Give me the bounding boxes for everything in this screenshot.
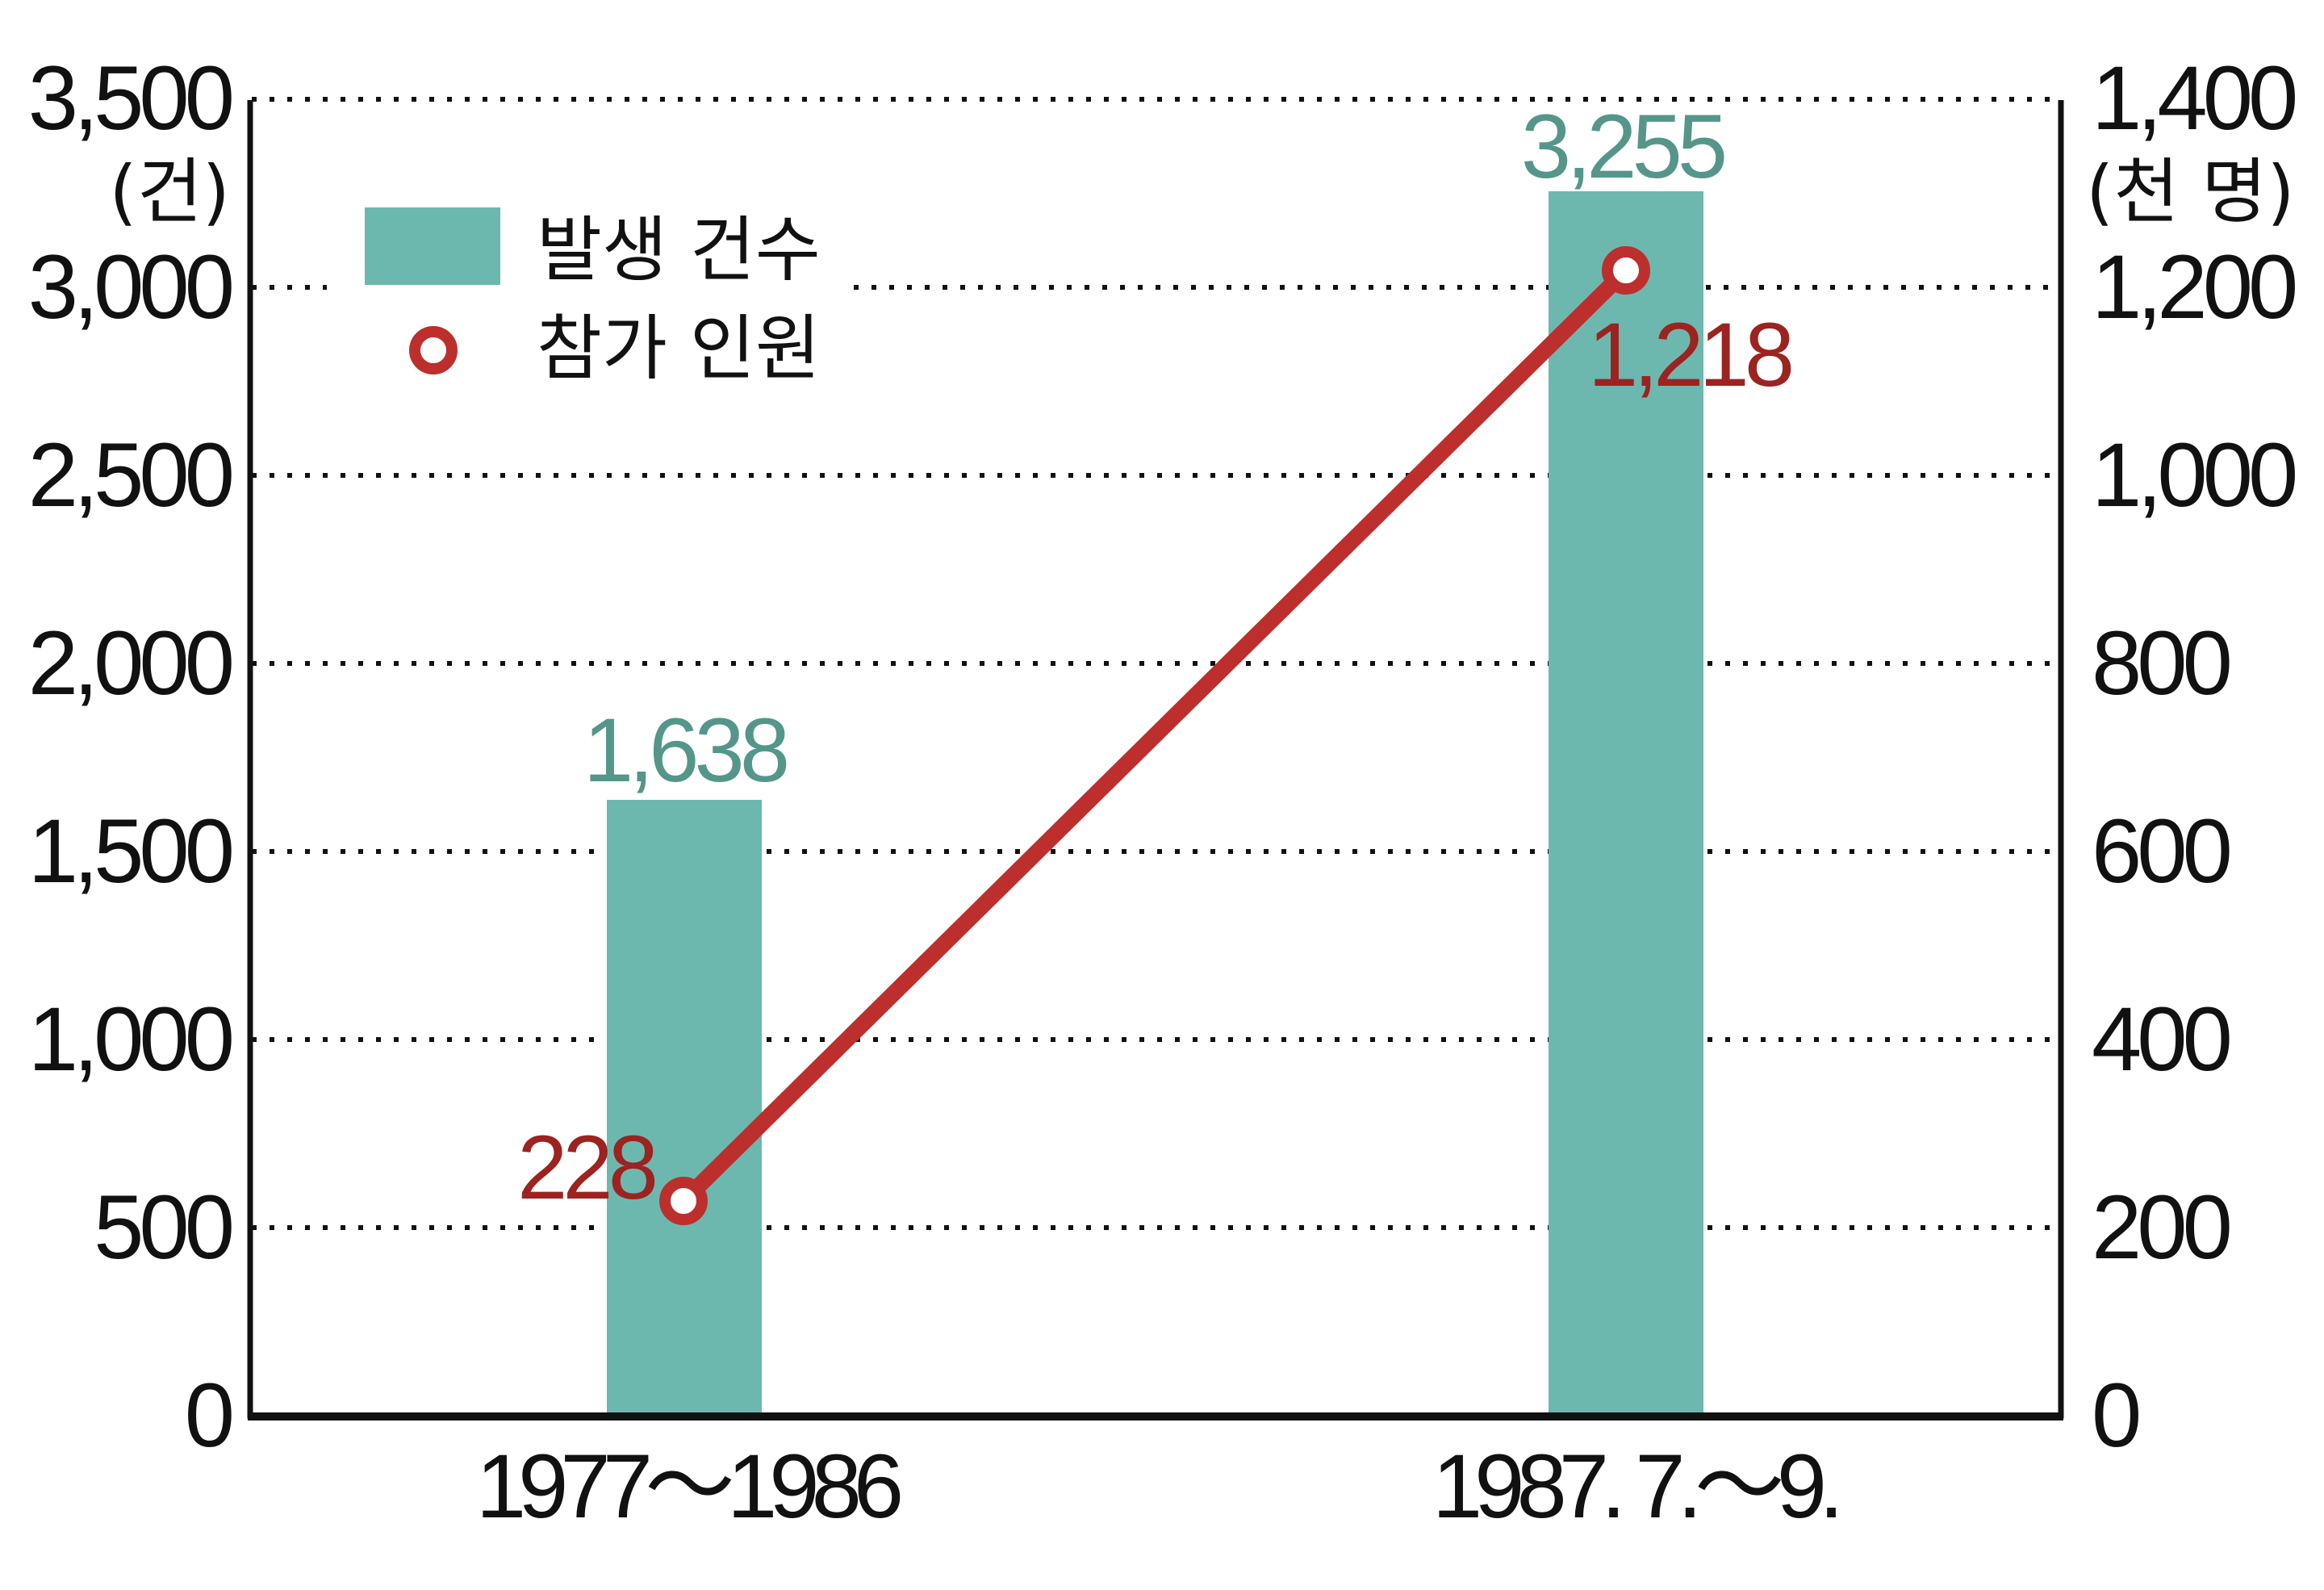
bar-1977-1986	[607, 800, 762, 1416]
x-category-label: 1977～1986	[476, 1436, 901, 1537]
legend: 발생 건수 참가 인원	[365, 207, 821, 390]
data-point-marker	[1602, 246, 1650, 295]
left-tick: 3,000	[28, 236, 232, 337]
bar-series	[607, 191, 1703, 1416]
left-tick: 1,000	[28, 989, 232, 1090]
right-tick: 0	[2092, 1365, 2138, 1466]
right-tick: 600	[2092, 801, 2230, 902]
point-value-label: 228	[517, 1117, 655, 1218]
x-category-label: 1987. 7.～9.	[1432, 1436, 1836, 1537]
right-tick: 200	[2092, 1177, 2230, 1278]
bar-value-label: 1,638	[583, 700, 787, 801]
legend-label-participants: 참가 인원	[537, 307, 821, 390]
gridlines	[252, 97, 2058, 1230]
legend-circle-marker-icon	[409, 326, 458, 374]
right-tick: 1,000	[2092, 425, 2295, 525]
line-series	[659, 246, 1650, 1225]
right-tick: 1,200	[2092, 236, 2295, 337]
axes-frame	[247, 100, 2064, 1419]
right-tick: 1,400	[2092, 48, 2295, 149]
left-tick: 2,000	[28, 613, 232, 713]
right-axis-unit: (천 명)	[2086, 150, 2295, 233]
point-value-label: 1,218	[1588, 304, 1791, 405]
participants-line	[677, 264, 1632, 1207]
left-axis-unit: (건)	[109, 150, 230, 233]
legend-bar-swatch	[365, 207, 500, 285]
data-point-marker	[659, 1177, 708, 1225]
left-tick: 1,500	[28, 801, 232, 902]
right-tick: 400	[2092, 989, 2230, 1090]
right-tick: 800	[2092, 613, 2230, 713]
bar-value-label: 3,255	[1521, 96, 1724, 197]
left-tick: 3,500	[28, 48, 232, 149]
left-tick: 0	[185, 1365, 232, 1466]
left-tick: 500	[94, 1177, 232, 1278]
left-tick: 2,500	[28, 425, 232, 525]
bar-1987-7-9	[1549, 191, 1703, 1416]
legend-label-incidents: 발생 건수	[537, 208, 821, 291]
right-axis-ticks: 1,400 (천 명) 1,200 1,000 800 600 400 200 …	[2086, 48, 2300, 1466]
left-axis-ticks: 3,500 (건) 3,000 2,500 2,000 1,500 1,000 …	[28, 48, 236, 1466]
